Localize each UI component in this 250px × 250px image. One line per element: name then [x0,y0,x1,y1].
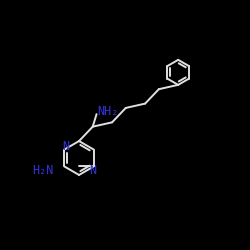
Text: NH₂: NH₂ [97,105,118,118]
Text: N: N [62,140,69,153]
Text: H₂N: H₂N [33,164,54,177]
Text: N: N [89,164,96,177]
